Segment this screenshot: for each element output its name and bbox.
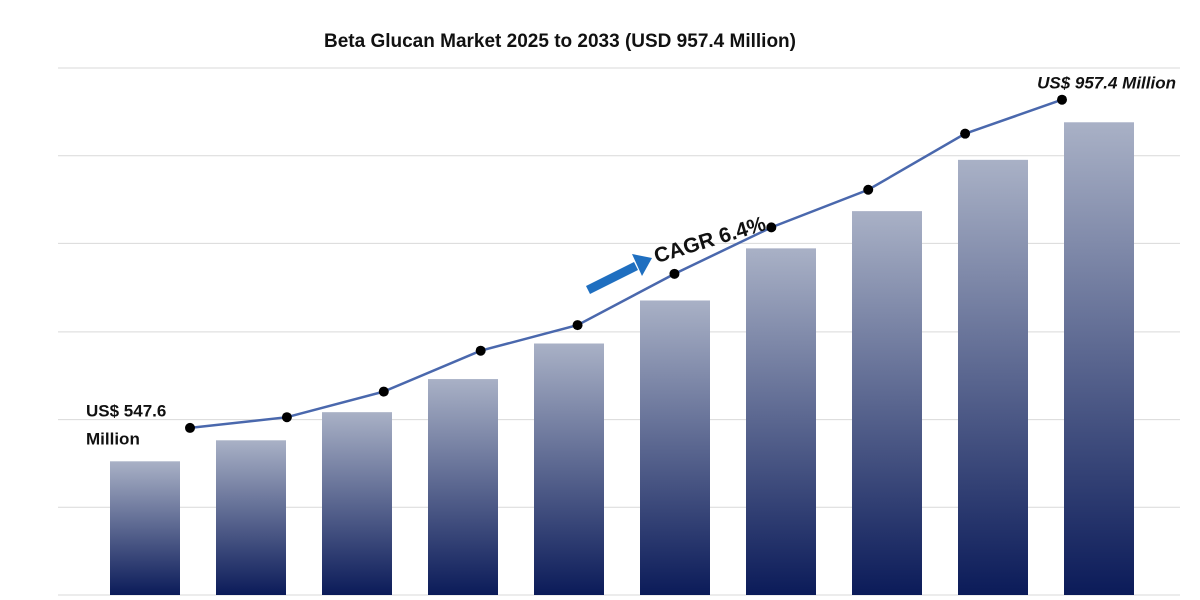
- marker: [572, 320, 583, 331]
- marker: [378, 386, 389, 397]
- end-label: US$ 957.4 Million: [1037, 73, 1176, 92]
- marker: [281, 412, 292, 423]
- bar: [958, 159, 1028, 595]
- bar: [640, 300, 710, 595]
- marker: [185, 422, 195, 433]
- bar: [1064, 122, 1134, 595]
- marker: [960, 128, 971, 139]
- bar: [746, 248, 816, 595]
- marker: [1057, 94, 1067, 105]
- line-layer: [185, 94, 1067, 433]
- marker: [475, 345, 486, 356]
- start-label: Million: [86, 429, 140, 448]
- bars: [110, 122, 1134, 595]
- cagr-arrow: [585, 254, 652, 295]
- bar: [216, 440, 286, 595]
- start-label: US$ 547.6: [86, 401, 166, 420]
- marker: [766, 222, 777, 233]
- bar: [534, 343, 604, 595]
- bar: [322, 412, 392, 595]
- chart-title: Beta Glucan Market 2025 to 2033 (USD 957…: [324, 31, 796, 52]
- marker: [863, 184, 874, 195]
- bar: [110, 461, 180, 595]
- bar: [428, 379, 498, 595]
- marker: [669, 268, 680, 279]
- bar: [852, 211, 922, 595]
- line: [189, 98, 1063, 430]
